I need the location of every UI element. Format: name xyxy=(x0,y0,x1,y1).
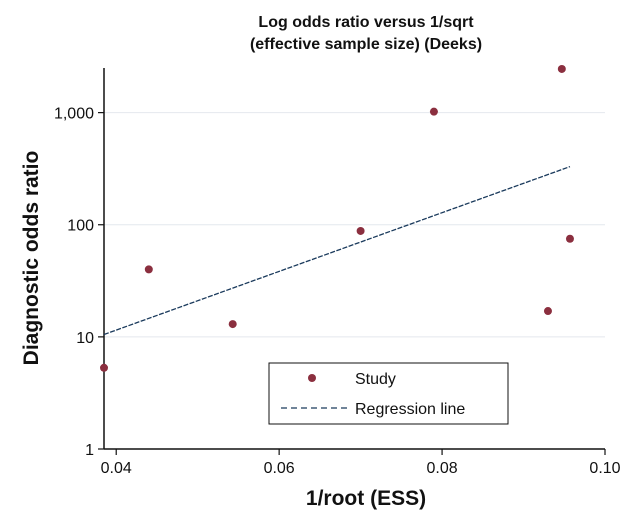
chart-title-line-1: Log odds ratio versus 1/sqrt xyxy=(258,14,474,31)
x-tick-label-0: 0.04 xyxy=(101,460,132,477)
y-axis-title: Diagnostic odds ratio xyxy=(20,151,43,366)
legend-regression-label: Regression line xyxy=(355,401,465,418)
y-tick-label-0: 1 xyxy=(85,442,94,459)
legend: Study Regression line xyxy=(268,362,509,425)
x-tick-label-3: 0.10 xyxy=(589,460,620,477)
study-point-7 xyxy=(565,234,574,243)
legend-box xyxy=(268,362,509,425)
chart-title-line-2: (effective sample size) (Deeks) xyxy=(250,36,482,53)
study-point-3 xyxy=(356,226,365,235)
y-tick-label-3: 1,000 xyxy=(54,106,94,123)
x-axis-title: 1/root (ESS) xyxy=(306,487,426,510)
y-ticks: 1 10 100 1,000 xyxy=(54,106,104,459)
legend-study-marker xyxy=(308,374,316,382)
x-ticks: 0.04 0.06 0.08 0.10 xyxy=(101,449,621,477)
gridlines xyxy=(104,112,605,338)
x-tick-label-1: 0.06 xyxy=(264,460,295,477)
study-point-4 xyxy=(429,107,438,116)
study-point-2 xyxy=(228,320,237,329)
study-point-1 xyxy=(144,265,153,274)
study-point-6 xyxy=(557,64,566,73)
study-point-0 xyxy=(100,363,108,372)
y-tick-label-2: 100 xyxy=(67,218,94,235)
regression-line xyxy=(103,165,571,336)
plot-area xyxy=(100,64,574,372)
y-tick-label-1: 10 xyxy=(76,330,94,347)
study-point-5 xyxy=(543,307,552,316)
legend-study-label: Study xyxy=(355,371,396,388)
x-tick-label-2: 0.08 xyxy=(427,460,458,477)
